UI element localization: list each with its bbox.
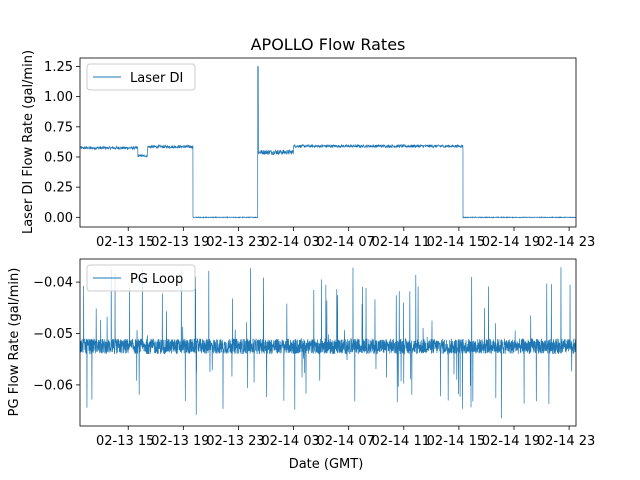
laser-di-legend-box — [86, 63, 196, 91]
pg-loop-ylabel: PG Flow Rate (gal/min) — [7, 268, 22, 417]
laser-di-y-ticks: 0.00 0.25 0.50 0.75 1.00 1.25 — [44, 60, 80, 226]
pg-loop-x-tick-label: 02-14 23 — [537, 434, 595, 449]
laser-di-legend: Laser DI — [86, 63, 196, 91]
pg-loop-legend-label: PG Loop — [130, 272, 183, 287]
pg-loop-x-tick-label: 02-14 11 — [372, 434, 430, 449]
pg-loop-x-tick-label: 02-14 03 — [261, 434, 319, 449]
laser-di-y-tick-label: 1.00 — [44, 90, 73, 105]
pg-loop-x-tick-label: 02-14 07 — [316, 434, 374, 449]
laser-di-y-tick-label: 0.00 — [44, 211, 73, 226]
laser-di-line — [80, 66, 576, 219]
laser-di-x-tick-label: 02-14 19 — [482, 235, 540, 250]
laser-di-x-tick-label: 02-14 03 — [261, 235, 319, 250]
pg-loop-y-tick-label: −0.05 — [33, 327, 73, 342]
laser-di-y-tick-label: 0.25 — [44, 181, 73, 196]
laser-di-x-tick-label: 02-14 23 — [537, 235, 595, 250]
laser-di-y-tick-label: 0.75 — [44, 120, 73, 135]
laser-di-legend-label: Laser DI — [130, 71, 183, 86]
pg-loop-x-tick-label: 02-14 19 — [482, 434, 540, 449]
pg-loop-y-tick-label: −0.04 — [33, 276, 73, 291]
pg-loop-x-tick-label: 02-14 15 — [427, 434, 485, 449]
panel-pg-loop-frame — [79, 258, 577, 427]
chart-title: APOLLO Flow Rates — [251, 35, 406, 54]
pg-loop-series — [80, 267, 576, 419]
laser-di-x-tick-label: 02-13 23 — [206, 235, 264, 250]
laser-di-y-tick-label: 1.25 — [44, 60, 73, 75]
pg-loop-y-ticks: −0.04 −0.05 −0.06 — [33, 276, 80, 393]
pg-loop-x-tick-label: 02-13 23 — [206, 434, 264, 449]
laser-di-x-tick-label: 02-14 07 — [316, 235, 374, 250]
pg-loop-legend: PG Loop — [86, 264, 196, 292]
laser-di-y-tick-label: 0.50 — [44, 150, 73, 165]
laser-di-x-tick-label: 02-14 15 — [427, 235, 485, 250]
pg-loop-y-tick-label: −0.06 — [33, 378, 73, 393]
laser-di-series — [80, 66, 576, 219]
pg-loop-x-tick-label: 02-13 19 — [151, 434, 209, 449]
laser-di-x-tick-label: 02-14 11 — [372, 235, 430, 250]
pg-loop-line — [80, 267, 576, 419]
pg-loop-x-tick-label: 02-13 15 — [96, 434, 154, 449]
x-axis-label: Date (GMT) — [289, 457, 364, 472]
laser-di-x-tick-label: 02-13 15 — [96, 235, 154, 250]
panel-laser-di-frame — [79, 57, 577, 228]
laser-di-x-tick-label: 02-13 19 — [151, 235, 209, 250]
pg-loop-legend-box — [86, 264, 196, 292]
laser-di-ylabel: Laser DI Flow Rate (gal/min) — [21, 50, 36, 234]
